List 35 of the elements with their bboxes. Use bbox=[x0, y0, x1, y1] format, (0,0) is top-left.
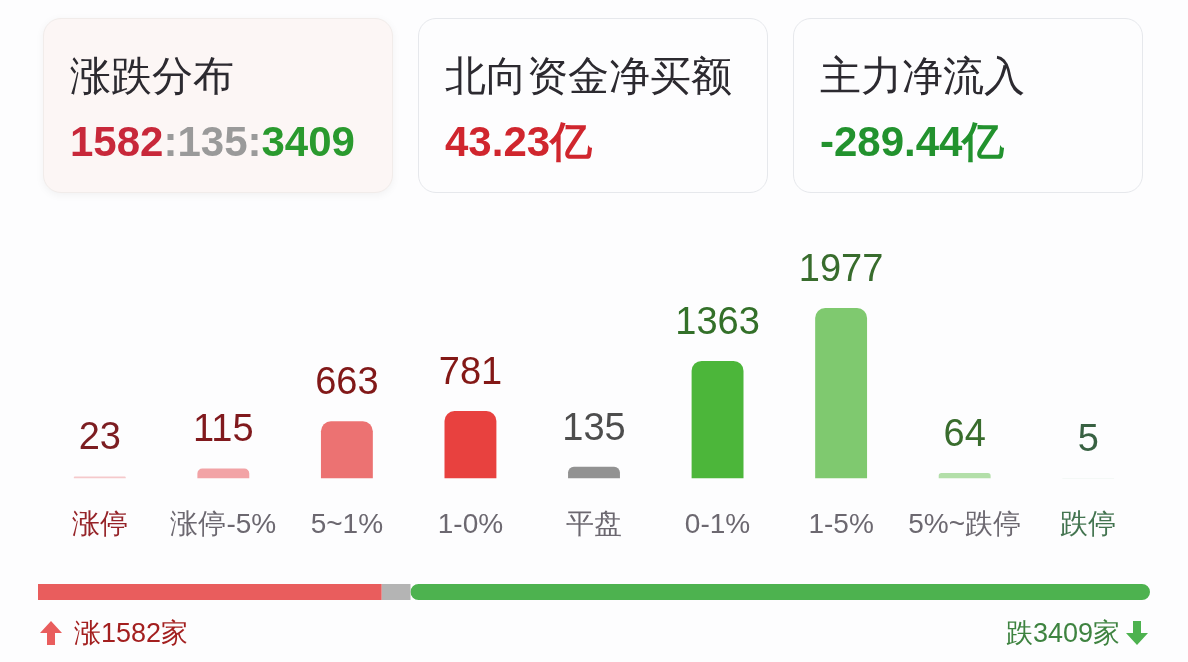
text: 涨跌分布 bbox=[70, 53, 234, 99]
data-label: 115 bbox=[193, 407, 254, 450]
text: 涨1582家 bbox=[74, 617, 189, 650]
data-label: 1363 bbox=[675, 299, 760, 342]
data-label: 781 bbox=[438, 350, 503, 393]
data-label: 1977 bbox=[798, 247, 884, 289]
x-tick-label: 5~1% bbox=[310, 507, 384, 539]
text: 主力净流入 bbox=[820, 53, 1025, 99]
x-tick-label: 1-5% bbox=[808, 507, 874, 539]
bar bbox=[197, 468, 250, 479]
text: -289.44亿 bbox=[820, 118, 1005, 165]
text: 1582 bbox=[70, 118, 164, 165]
bar bbox=[568, 466, 620, 479]
bar bbox=[938, 472, 991, 479]
x-tick-label: 5%~跌停 bbox=[908, 507, 1022, 539]
x-tick-label: 涨停 bbox=[71, 507, 128, 539]
x-tick-label: 跌停 bbox=[1060, 507, 1117, 539]
text: 北向资金净买额 bbox=[445, 53, 732, 99]
text: :135: bbox=[163, 118, 262, 165]
data-label: 663 bbox=[315, 360, 379, 403]
x-tick-label: 1-0% bbox=[437, 507, 504, 539]
data-label: 23 bbox=[78, 415, 121, 458]
x-tick-label: 平盘 bbox=[566, 507, 622, 539]
text: 跌3409家 bbox=[1005, 617, 1120, 650]
bar bbox=[815, 308, 868, 479]
bar bbox=[691, 360, 744, 479]
bar bbox=[320, 421, 373, 479]
x-tick-label: 0-1% bbox=[684, 507, 751, 539]
text: 3409 bbox=[261, 118, 355, 165]
data-label: 64 bbox=[943, 411, 986, 454]
x-tick-label: 涨停-5% bbox=[170, 507, 277, 539]
data-label: 5 bbox=[1077, 416, 1099, 459]
bar bbox=[444, 411, 497, 479]
data-label: 135 bbox=[562, 405, 626, 448]
text: 43.23亿 bbox=[445, 118, 593, 165]
